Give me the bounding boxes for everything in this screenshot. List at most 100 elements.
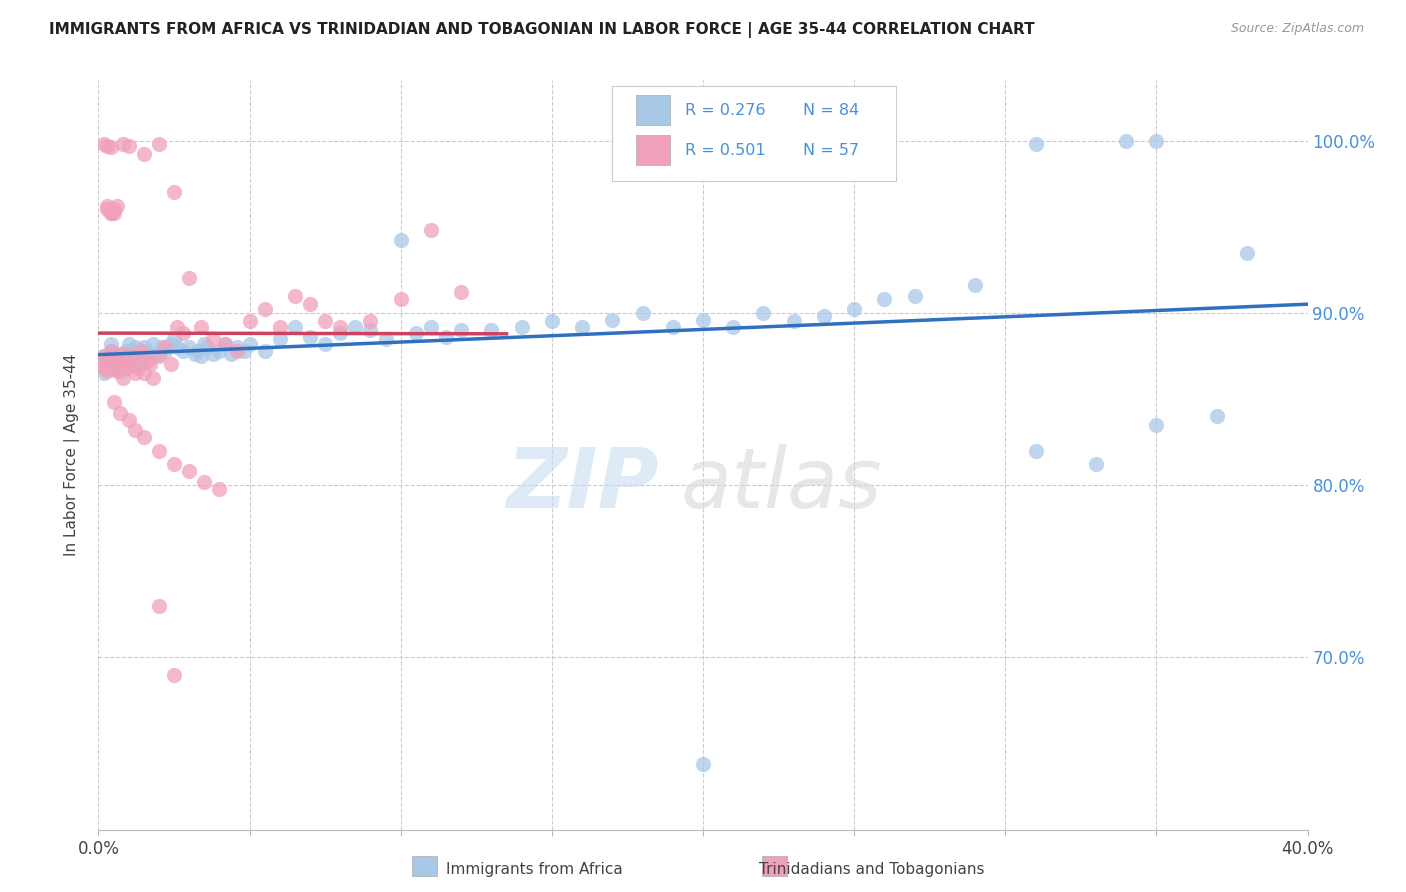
Point [142, 336, 165, 351]
Point [111, 349, 134, 363]
FancyBboxPatch shape [412, 856, 437, 876]
Point [360, 314, 382, 328]
FancyBboxPatch shape [762, 856, 787, 876]
Point [96, 360, 118, 375]
Point [239, 336, 262, 351]
Point [93, 360, 115, 375]
Point [153, 343, 176, 358]
Point [96, 354, 118, 368]
Point [269, 319, 291, 334]
Point [111, 371, 134, 385]
Point [163, 332, 186, 346]
Point [100, 140, 122, 154]
Point [105, 354, 128, 368]
Point [166, 340, 188, 354]
Point [232, 343, 254, 358]
Text: Trinidadians and Tobagonians: Trinidadians and Tobagonians [759, 863, 984, 877]
Point [129, 343, 152, 358]
Point [114, 360, 136, 375]
Point [299, 330, 322, 344]
Point [103, 395, 125, 409]
Point [90, 358, 112, 372]
Point [253, 302, 276, 317]
Point [93, 136, 115, 151]
Point [190, 319, 212, 334]
Point [214, 336, 236, 351]
Point [208, 482, 231, 496]
Point [96, 199, 118, 213]
Point [103, 347, 125, 361]
Point [510, 319, 533, 334]
Point [844, 302, 866, 317]
FancyBboxPatch shape [637, 136, 671, 165]
Point [450, 285, 472, 300]
Point [299, 297, 322, 311]
Point [631, 306, 654, 320]
FancyBboxPatch shape [637, 95, 671, 125]
Point [118, 412, 141, 426]
Point [100, 343, 122, 358]
Point [172, 326, 194, 341]
Point [118, 347, 141, 361]
Point [163, 667, 186, 681]
Point [108, 347, 131, 361]
Point [100, 336, 122, 351]
Point [314, 336, 336, 351]
Point [184, 347, 207, 361]
Point [108, 358, 131, 372]
Point [284, 288, 307, 302]
Point [226, 340, 249, 354]
Point [1144, 134, 1167, 148]
Point [121, 343, 143, 358]
Point [873, 292, 896, 306]
Point [100, 358, 122, 372]
Point [783, 314, 806, 328]
Point [118, 336, 141, 351]
Point [202, 347, 225, 361]
Point [118, 354, 141, 368]
Point [179, 340, 201, 354]
Point [96, 138, 118, 153]
Point [540, 314, 562, 328]
Point [226, 343, 249, 358]
Point [114, 343, 136, 358]
Point [139, 351, 162, 365]
Point [221, 347, 243, 361]
Point [96, 354, 118, 368]
Point [93, 349, 115, 363]
Point [450, 323, 472, 337]
Y-axis label: In Labor Force | Age 35-44: In Labor Force | Age 35-44 [63, 354, 80, 556]
Point [752, 306, 775, 320]
Point [692, 757, 714, 772]
Point [93, 366, 115, 380]
Point [723, 319, 745, 334]
Point [111, 136, 134, 151]
Point [163, 186, 186, 200]
Point [1024, 136, 1046, 151]
Text: Source: ZipAtlas.com: Source: ZipAtlas.com [1230, 22, 1364, 36]
Point [160, 358, 183, 372]
Point [127, 360, 149, 375]
Point [692, 312, 714, 326]
Point [813, 310, 835, 324]
Point [269, 332, 291, 346]
Point [193, 336, 215, 351]
Point [118, 351, 141, 365]
Point [100, 206, 122, 220]
Point [105, 351, 128, 365]
Text: N = 57: N = 57 [803, 143, 859, 158]
Point [100, 206, 122, 220]
Point [135, 343, 157, 358]
Point [253, 343, 276, 358]
Point [163, 458, 186, 472]
Point [208, 343, 231, 358]
Point [187, 343, 209, 358]
Point [661, 319, 683, 334]
Point [124, 340, 146, 354]
Point [111, 358, 134, 372]
Point [105, 199, 128, 213]
Point [214, 336, 236, 351]
Point [1236, 245, 1258, 260]
Point [434, 330, 457, 344]
Text: IMMIGRANTS FROM AFRICA VS TRINIDADIAN AND TOBAGONIAN IN LABOR FORCE | AGE 35-44 : IMMIGRANTS FROM AFRICA VS TRINIDADIAN AN… [49, 22, 1035, 38]
